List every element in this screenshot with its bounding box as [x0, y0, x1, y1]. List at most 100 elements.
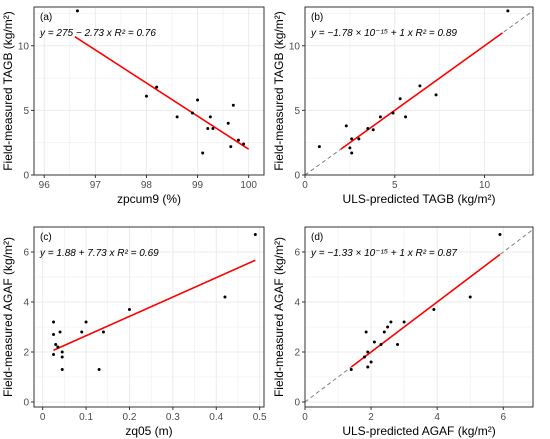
data-point [229, 145, 233, 149]
data-point [349, 368, 353, 371]
plot-frame [33, 226, 265, 408]
data-point [196, 98, 200, 102]
y-tick-label: 2 [294, 348, 300, 359]
data-point [378, 115, 382, 119]
data-point [402, 320, 406, 324]
y-tick-label: 10 [289, 41, 301, 52]
y-tick-label: 0 [294, 171, 300, 182]
data-point [348, 146, 352, 150]
data-point [382, 330, 386, 334]
regression-equation: y = −1.33 × 10⁻¹⁵ + 1 x R² = 0.87 [310, 248, 457, 259]
x-tick-label: 0 [302, 412, 308, 423]
y-axis-title: Field-measured TAGB (kg/m²) [272, 11, 286, 171]
panel-label: (b) [311, 12, 323, 23]
y-tick-label: 6 [294, 248, 300, 259]
data-point [357, 137, 361, 141]
data-point [396, 343, 400, 346]
data-point [236, 138, 240, 142]
data-point [362, 355, 366, 359]
data-point [56, 345, 60, 349]
y-tick-label: 2 [23, 348, 29, 359]
data-point [175, 115, 179, 119]
data-point [369, 360, 373, 364]
data-point [223, 295, 227, 299]
data-point [208, 115, 212, 119]
plot-frame [304, 6, 534, 176]
y-axis-title: Field-measured TAGB (kg/m²) [1, 11, 15, 171]
data-point [242, 142, 246, 146]
x-tick-label: 0.1 [79, 412, 93, 423]
data-point [372, 340, 376, 344]
y-tick-label: 5 [23, 106, 29, 117]
y-tick-label: 5 [294, 106, 300, 117]
data-point [389, 320, 393, 324]
data-point [60, 368, 64, 371]
data-point [58, 330, 62, 334]
x-tick-label: 98 [141, 180, 153, 191]
y-axis-title: Field-measured AGAF (kg/m²) [272, 237, 286, 397]
x-tick-label: 10 [479, 180, 491, 191]
x-tick-label: 0.5 [253, 412, 267, 423]
y-tick-label: 4 [23, 298, 29, 309]
data-point [371, 128, 375, 132]
data-point [366, 126, 370, 130]
x-tick-label: 4 [434, 412, 440, 423]
data-point [54, 343, 58, 346]
data-point [398, 97, 402, 101]
data-point [190, 111, 194, 115]
data-point [391, 111, 395, 115]
y-tick-label: 0 [23, 171, 29, 182]
data-point [60, 355, 64, 359]
data-point [155, 85, 159, 89]
data-point [52, 320, 56, 324]
data-point [386, 325, 390, 329]
data-point [498, 233, 502, 236]
panel-label: (c) [40, 232, 52, 243]
data-point [97, 368, 101, 371]
x-axis-title: zq05 (m) [125, 424, 172, 438]
regression-equation: y = 1.88 + 7.73 x R² = 0.69 [39, 248, 159, 259]
y-tick-label: 6 [23, 248, 29, 259]
y-tick-label: 0 [294, 398, 300, 409]
data-point [211, 126, 215, 130]
data-point [418, 84, 422, 88]
y-tick-label: 10 [18, 41, 30, 52]
x-tick-label: 0.3 [166, 412, 180, 423]
y-tick-label: 4 [294, 298, 300, 309]
data-point [317, 145, 321, 149]
x-axis-title: ULS-predicted TAGB (kg/m²) [343, 192, 496, 206]
x-axis-title: ULS-predicted AGAF (kg/m²) [342, 424, 495, 438]
data-point [52, 353, 56, 356]
data-point [84, 320, 88, 324]
chart-panel-3: 0 0.1 0.2 0.3 0.4 0.5 0 2 4 6 (c) y = 1.88 + 7.73 x… [1, 226, 267, 438]
regression-line [53, 259, 256, 351]
data-point [366, 365, 370, 369]
data-point [344, 124, 348, 128]
data-point [226, 121, 230, 125]
plot-background [34, 7, 264, 175]
regression-line [350, 253, 501, 368]
data-point [80, 330, 84, 334]
y-axis-title: Field-measured AGAF (kg/m²) [1, 237, 15, 397]
data-point [432, 308, 436, 311]
chart-panel-1: 96 97 98 99 100 0 5 10 (a) y = 275 − 2.73 x R² = … [1, 6, 265, 206]
x-axis-title: zpcum9 (%) [117, 192, 181, 206]
data-point [350, 137, 354, 141]
chart-panel-4: 0 2 4 6 0 2 4 6 (d) y = −1.33 × 10⁻¹⁵ + 1 x R² = … [272, 226, 534, 438]
data-point [52, 333, 56, 336]
data-point [101, 330, 105, 334]
x-tick-label: 0.2 [123, 412, 137, 423]
regression-equation: y = −1.78 × 10⁻¹⁵ + 1 x R² = 0.89 [310, 28, 457, 39]
x-tick-label: 5 [392, 180, 398, 191]
plot-frame [304, 226, 534, 408]
data-point [231, 103, 235, 107]
data-point [366, 350, 370, 354]
data-point [127, 308, 131, 311]
x-tick-label: 100 [240, 180, 257, 191]
data-point [506, 9, 510, 13]
data-point [364, 330, 368, 334]
data-point [60, 350, 64, 354]
data-point [253, 233, 257, 236]
panel-label: (a) [40, 12, 52, 23]
